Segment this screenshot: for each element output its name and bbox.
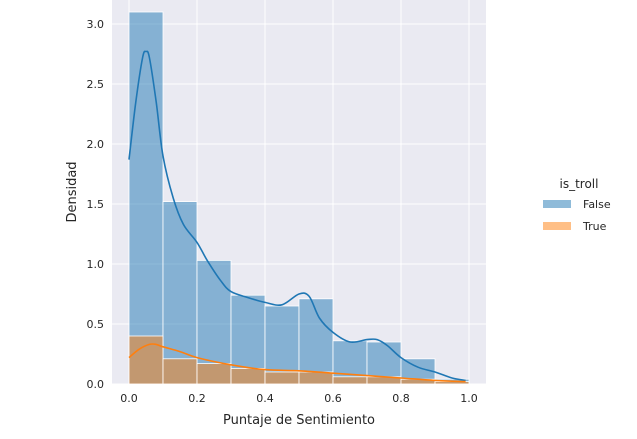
legend-swatch-false: [543, 200, 571, 208]
x-axis-ticks: 0.0 0.2 0.4 0.6 0.8 1.0: [120, 392, 478, 405]
kde-line-true: [128, 343, 466, 383]
x-axis-label: Puntaje de Sentimiento: [223, 413, 375, 428]
y-tick-label: 1.5: [87, 198, 105, 211]
x-tick-label: 1.0: [460, 392, 478, 405]
x-tick-label: 0.8: [392, 392, 410, 405]
y-tick-label: 2.0: [87, 138, 105, 151]
histogram-bar-true: [196, 363, 232, 385]
histogram-bar-false: [128, 11, 164, 385]
x-tick-label: 0.4: [256, 392, 274, 405]
y-tick-label: 1.0: [87, 258, 105, 271]
x-tick-label: 0.0: [120, 392, 138, 405]
kde-line-false: [128, 50, 466, 382]
x-tick-label: 0.6: [324, 392, 342, 405]
x-tick-label: 0.2: [188, 392, 206, 405]
legend-label-true: True: [582, 220, 607, 233]
legend-label-false: False: [583, 198, 611, 211]
legend-title: is_troll: [560, 177, 599, 191]
histogram-bar-true: [264, 371, 300, 385]
y-tick-label: 0.0: [87, 378, 105, 391]
histogram-bar-true: [162, 358, 198, 385]
y-axis-label: Densidad: [65, 161, 80, 222]
histogram-bar-true: [332, 376, 368, 385]
legend: is_troll False True: [543, 177, 611, 233]
kde-curves: [128, 50, 466, 383]
histogram-bar-true: [298, 371, 334, 385]
y-tick-label: 0.5: [87, 318, 105, 331]
histogram-bar-true: [230, 367, 266, 385]
y-tick-label: 2.5: [87, 78, 105, 91]
y-tick-label: 3.0: [87, 18, 105, 31]
y-axis-ticks: 0.0 0.5 1.0 1.5 2.0 2.5 3.0: [87, 18, 105, 391]
legend-swatch-true: [543, 222, 571, 230]
histogram-bar-true: [128, 335, 164, 385]
